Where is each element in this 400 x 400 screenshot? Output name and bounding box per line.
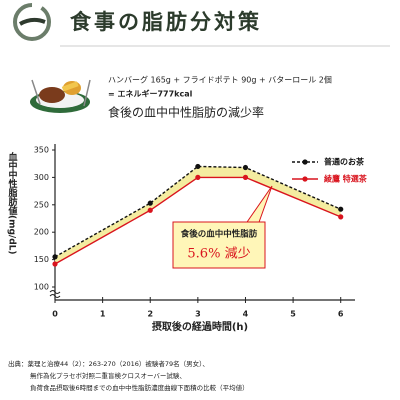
y-axis-label: 血中中性脂肪値(mg/dL) (7, 151, 19, 255)
x-axis-label: 摂取後の経過時間(h) (152, 320, 248, 333)
legend-dot (302, 159, 308, 165)
source-line: 負荷食品摂取後6時間までの血中中性脂肪濃度曲線下面積の比較（平均値） (30, 383, 249, 392)
y-tick-label: 200 (34, 228, 49, 237)
data-point (195, 174, 201, 180)
x-tick-label: 6 (338, 310, 344, 319)
x-tick-label: 4 (243, 310, 249, 319)
legend-label: 綾鷹 特選茶 (324, 174, 368, 184)
callout-pointer (244, 185, 273, 226)
callout-box (172, 221, 266, 269)
axis-break (49, 290, 61, 298)
meal-text: ハンバーグ 165g + フライドポテト 90g + バターロール 2個 (108, 75, 332, 85)
x-tick-label: 3 (195, 310, 201, 319)
y-tick-label: 250 (34, 200, 49, 209)
data-point (338, 214, 344, 220)
source-line: 無作為化プラセボ対照二重盲検クロスオーバー試験、 (30, 371, 186, 380)
data-point (147, 200, 153, 206)
x-tick-label: 0 (52, 310, 58, 319)
x-tick-label: 1 (100, 310, 106, 319)
chart-title: 食後の血中中性脂肪の減少率 (108, 105, 264, 120)
x-tick-label: 2 (147, 310, 153, 319)
series-line (54, 165, 341, 258)
data-point (147, 207, 153, 213)
data-point (242, 164, 249, 171)
legend-label: 普通のお茶 (324, 157, 365, 167)
data-point (52, 261, 58, 267)
data-point (338, 206, 344, 212)
y-tick-label: 150 (34, 255, 49, 264)
logo-stroke (18, 17, 46, 26)
data-point (195, 163, 201, 170)
y-tick-label: 300 (34, 173, 49, 182)
x-tick-label: 5 (290, 310, 296, 319)
callout-cover (246, 222, 257, 225)
callout-title: 食後の血中中性脂肪 (181, 229, 258, 240)
logo-ring (13, 3, 51, 41)
callout-value: 5.6% 減少 (187, 246, 250, 262)
source-line: 出典：薬理と治療44（2）：263-270（2016）被験者79名（男女）、 (8, 359, 209, 368)
data-point (242, 174, 249, 180)
y-tick-label: 100 (34, 283, 49, 292)
legend-dot (302, 176, 308, 182)
y-tick-label: 350 (34, 146, 49, 155)
meal-energy: = エネルギー777kcal (108, 89, 193, 99)
food-icon (30, 79, 91, 113)
data-point (52, 254, 58, 260)
page-title: 食事の脂肪分対策 (70, 10, 262, 34)
